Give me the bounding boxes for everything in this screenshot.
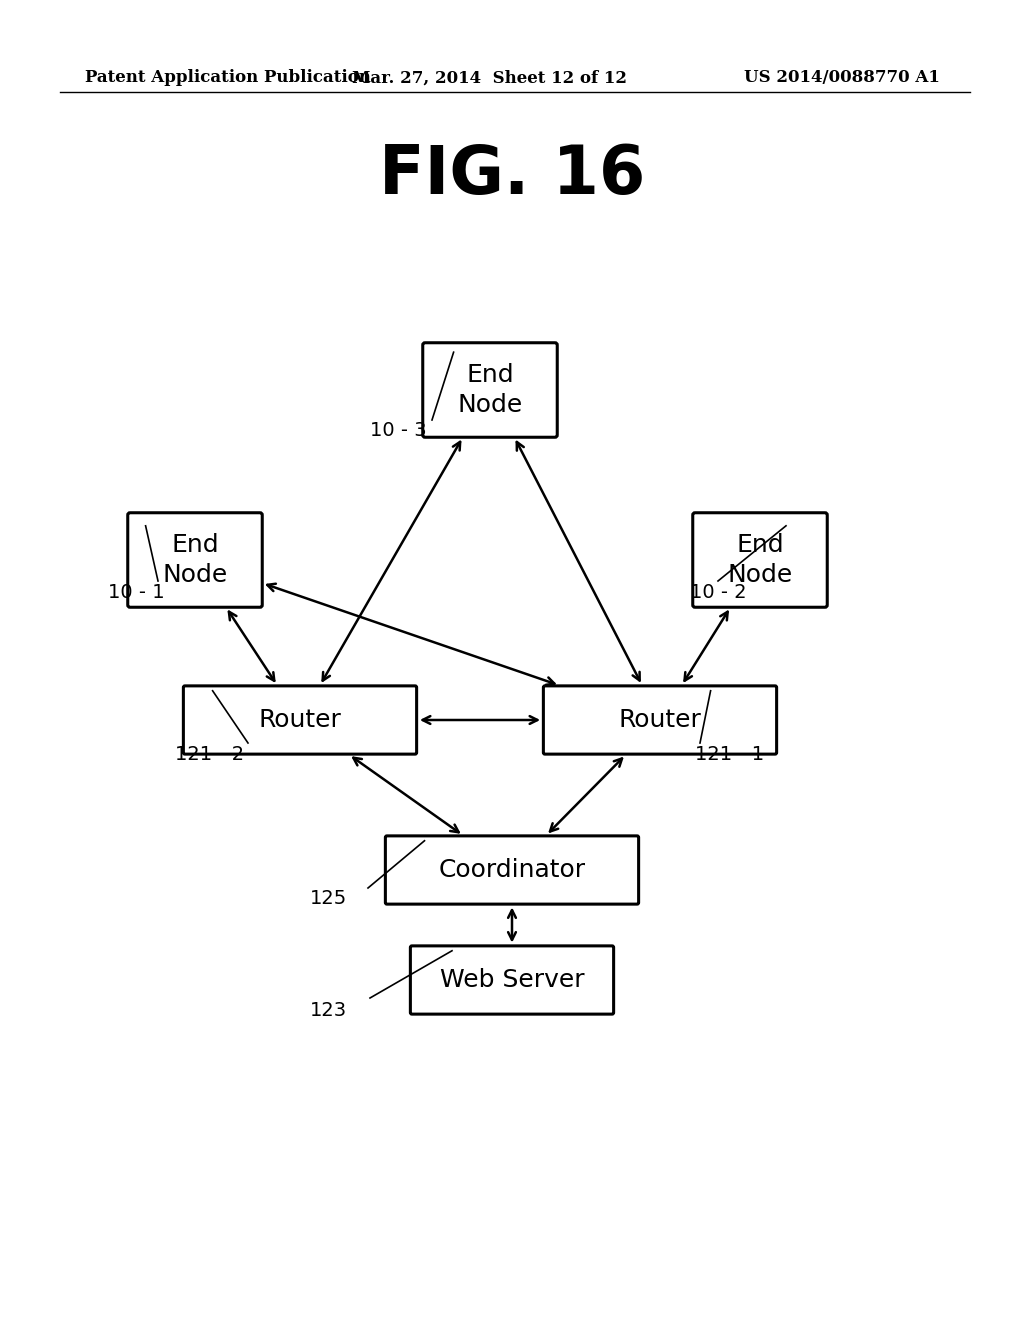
FancyBboxPatch shape (423, 343, 557, 437)
Text: Patent Application Publication: Patent Application Publication (85, 70, 371, 87)
Text: 125: 125 (310, 888, 347, 908)
FancyBboxPatch shape (183, 686, 417, 754)
FancyBboxPatch shape (128, 512, 262, 607)
Text: End
Node: End Node (727, 533, 793, 587)
FancyBboxPatch shape (411, 946, 613, 1014)
Text: 121 - 2: 121 - 2 (175, 746, 244, 764)
Text: Mar. 27, 2014  Sheet 12 of 12: Mar. 27, 2014 Sheet 12 of 12 (352, 70, 628, 87)
Text: Router: Router (618, 708, 701, 733)
Text: FIG. 16: FIG. 16 (379, 143, 645, 209)
Text: End
Node: End Node (458, 363, 522, 417)
FancyBboxPatch shape (544, 686, 776, 754)
Text: 121 - 1: 121 - 1 (695, 746, 764, 764)
Text: Coordinator: Coordinator (438, 858, 586, 882)
Text: 123: 123 (310, 1001, 347, 1019)
Text: End
Node: End Node (163, 533, 227, 587)
Text: US 2014/0088770 A1: US 2014/0088770 A1 (744, 70, 940, 87)
Text: 10 - 3: 10 - 3 (370, 421, 427, 440)
FancyBboxPatch shape (385, 836, 639, 904)
Text: 10 - 1: 10 - 1 (108, 582, 165, 602)
Text: 10 - 2: 10 - 2 (690, 582, 746, 602)
Text: Router: Router (259, 708, 341, 733)
Text: Web Server: Web Server (439, 968, 585, 993)
FancyBboxPatch shape (693, 512, 827, 607)
